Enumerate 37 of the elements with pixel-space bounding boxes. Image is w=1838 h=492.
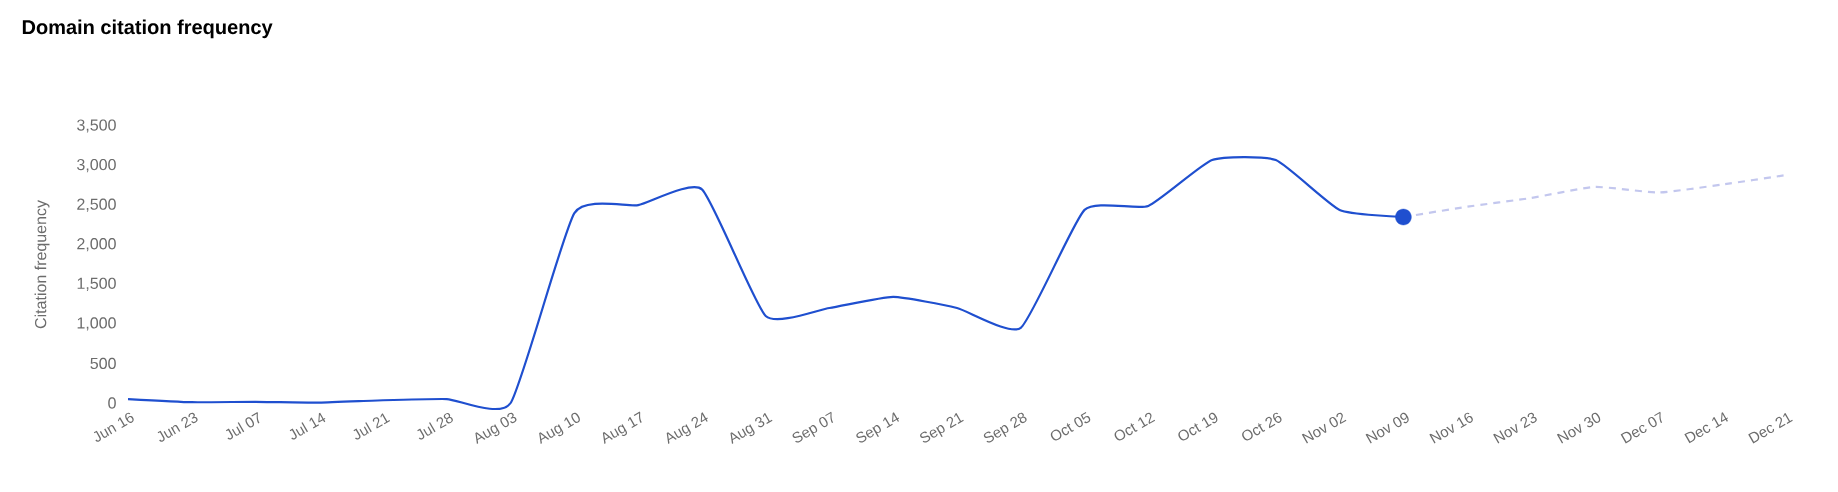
y-tick-label: 3,500 xyxy=(77,119,116,133)
x-tick-label: Jun 16 xyxy=(93,412,134,442)
x-tick-label: Jul 14 xyxy=(289,412,326,440)
x-tick-label: Dec 14 xyxy=(1684,412,1729,444)
x-tick-label: Dec 21 xyxy=(1748,412,1793,444)
x-tick-label: Aug 03 xyxy=(475,412,517,445)
x-tick-label: Aug 31 xyxy=(730,412,773,445)
x-tick-label: Jul 07 xyxy=(225,412,260,440)
x-tick-label: Oct 19 xyxy=(1178,412,1218,441)
y-tick-label: 2,500 xyxy=(77,198,116,212)
y-tick-label: 500 xyxy=(90,357,116,370)
x-tick-label: Jul 28 xyxy=(417,413,453,440)
x-tick-label: Aug 17 xyxy=(602,411,642,444)
x-tick-label: Nov 02 xyxy=(1301,412,1347,444)
y-tick-label: 1,500 xyxy=(77,277,116,291)
x-tick-label: Jun 23 xyxy=(157,412,198,442)
x-tick-label: Dec 07 xyxy=(1620,411,1663,444)
x-tick-label: Sep 21 xyxy=(920,412,964,443)
x-tick-label: Nov 16 xyxy=(1429,412,1473,444)
x-tick-label: Oct 05 xyxy=(1050,411,1091,441)
y-tick-label: 2,000 xyxy=(77,238,116,252)
x-tick-label: Aug 24 xyxy=(666,412,708,445)
x-tick-label: Jul 21 xyxy=(353,413,391,440)
x-tick-label: Aug 10 xyxy=(539,412,580,445)
y-tick-label: 0 xyxy=(108,397,116,409)
x-tick-label: Sep 14 xyxy=(856,412,900,443)
x-tick-label: Nov 09 xyxy=(1365,412,1409,444)
x-tick-label: Sep 07 xyxy=(792,411,834,443)
x-tick-label: Oct 26 xyxy=(1242,412,1282,441)
y-tick-label: 1,000 xyxy=(77,317,116,331)
x-tick-label: Sep 28 xyxy=(983,412,1027,443)
x-tick-label: Nov 30 xyxy=(1556,412,1601,444)
y-tick-label: 3,000 xyxy=(77,158,116,173)
y-axis-title: Citation frequency xyxy=(34,200,50,329)
chart-title: Domain citation frequency xyxy=(22,19,273,39)
x-tick-label: Nov 23 xyxy=(1493,412,1537,444)
x-tick-label: Oct 12 xyxy=(1114,412,1156,441)
